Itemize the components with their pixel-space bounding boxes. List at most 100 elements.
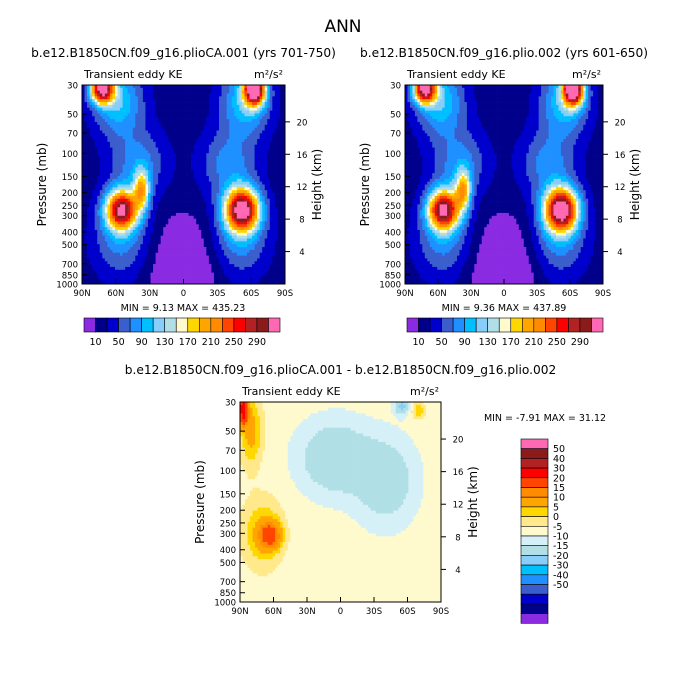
panel1-cell bbox=[216, 104, 220, 109]
panel1-cell bbox=[97, 178, 101, 182]
panel1-cell bbox=[153, 173, 156, 177]
panel1-cell bbox=[249, 127, 253, 131]
panel1-cell bbox=[104, 119, 108, 123]
panel1-cell bbox=[269, 170, 273, 174]
panel1-cell bbox=[178, 113, 182, 117]
panel1-cell bbox=[145, 119, 149, 123]
panel1-cell bbox=[132, 232, 136, 237]
panel1-cell bbox=[158, 261, 162, 265]
panel1-cell bbox=[92, 221, 96, 225]
panel1-cell bbox=[150, 110, 154, 114]
panel1-cell bbox=[252, 195, 255, 200]
panel1-cell bbox=[132, 178, 136, 182]
panel1-cell bbox=[226, 136, 230, 140]
panel1-cell bbox=[112, 215, 116, 219]
panel1-cell bbox=[120, 96, 123, 100]
panel1-cell bbox=[219, 107, 222, 111]
panel1-cell bbox=[142, 139, 146, 143]
panel1-cell bbox=[282, 119, 286, 123]
panel1-cell bbox=[168, 238, 172, 242]
panel1-cell bbox=[104, 261, 108, 265]
panel1-cell bbox=[272, 139, 276, 143]
panel1-cell bbox=[231, 195, 235, 200]
panel1-cell bbox=[241, 124, 245, 128]
panel1-cell bbox=[175, 195, 179, 200]
panel1-cell bbox=[252, 119, 255, 123]
panel1-cell bbox=[198, 178, 202, 182]
panel1-cell bbox=[140, 187, 144, 191]
panel1-cell bbox=[213, 147, 217, 151]
panel1-cell bbox=[259, 178, 263, 182]
panel1-cell bbox=[173, 184, 177, 188]
panel1-cell bbox=[224, 124, 227, 128]
panel1-cell bbox=[208, 224, 212, 228]
panel1-cell bbox=[269, 221, 273, 225]
panel1-cell bbox=[252, 113, 255, 117]
panel1-cell bbox=[114, 130, 118, 134]
panel1-cell bbox=[191, 210, 194, 214]
panel1-cell bbox=[203, 99, 207, 103]
panel1-cell bbox=[221, 153, 225, 157]
panel1-cell bbox=[193, 201, 197, 205]
panel1-cell bbox=[140, 212, 144, 217]
panel1-cell bbox=[224, 170, 227, 174]
panel1-cell bbox=[239, 184, 243, 188]
panel1-cell bbox=[109, 178, 113, 182]
panel1-cell bbox=[206, 124, 210, 128]
panel1-cell bbox=[132, 161, 136, 165]
panel1-cell bbox=[173, 227, 177, 231]
panel1-cell bbox=[120, 249, 123, 254]
panel1-cell bbox=[239, 124, 243, 128]
panel1-cell bbox=[186, 121, 189, 126]
panel1-cell bbox=[277, 229, 281, 234]
panel1-cell bbox=[277, 210, 281, 214]
panel1-cell bbox=[259, 235, 263, 239]
panel1-cell bbox=[279, 229, 283, 234]
panel1-cell bbox=[274, 141, 278, 146]
panel1-cell bbox=[221, 195, 225, 200]
panel1-cell bbox=[272, 104, 276, 109]
panel1-cell bbox=[82, 175, 85, 180]
panel1-cell bbox=[82, 255, 85, 259]
panel1-cell bbox=[150, 184, 154, 188]
panel1-cell bbox=[231, 215, 235, 219]
panel1-cell bbox=[130, 241, 134, 245]
panel1-cell bbox=[186, 136, 189, 140]
panel1-cell bbox=[219, 187, 222, 191]
panel1-cell bbox=[191, 141, 194, 146]
panel1-cell bbox=[140, 121, 144, 126]
panel1-cell bbox=[277, 161, 281, 165]
panel1-cell bbox=[183, 133, 187, 137]
panel1-cell bbox=[165, 258, 169, 262]
panel1-cell bbox=[102, 178, 106, 182]
panel1-cell bbox=[236, 221, 240, 225]
panel1-cell bbox=[183, 156, 187, 160]
panel1-cell bbox=[208, 178, 212, 182]
panel1-cell bbox=[196, 232, 200, 237]
panel1-cell bbox=[198, 227, 202, 231]
panel1-cell bbox=[208, 127, 212, 131]
panel1-cell bbox=[122, 161, 126, 165]
panel1-cell bbox=[104, 201, 108, 205]
panel1-cell bbox=[252, 110, 255, 114]
panel1-cell bbox=[277, 119, 281, 123]
panel1-cell bbox=[188, 241, 192, 245]
panel1-cell bbox=[99, 158, 103, 163]
panel1-cell bbox=[269, 190, 273, 194]
panel1-cell bbox=[87, 244, 90, 248]
panel1-cell bbox=[112, 85, 116, 89]
panel1-cell bbox=[92, 158, 96, 163]
panel1-cell bbox=[132, 173, 136, 177]
panel1-cell bbox=[168, 198, 172, 202]
panel1-cell bbox=[219, 133, 222, 137]
panel1-cell bbox=[193, 227, 197, 231]
panel1-cell bbox=[186, 247, 189, 251]
panel1-cell bbox=[104, 121, 108, 126]
panel1-cell bbox=[262, 164, 266, 168]
panel1-cell bbox=[137, 144, 141, 148]
panel1-cell bbox=[236, 247, 240, 251]
panel1-cell bbox=[196, 110, 200, 114]
panel1-cell bbox=[216, 124, 220, 128]
panel1-cell bbox=[219, 116, 222, 120]
panel1-cell bbox=[236, 244, 240, 248]
